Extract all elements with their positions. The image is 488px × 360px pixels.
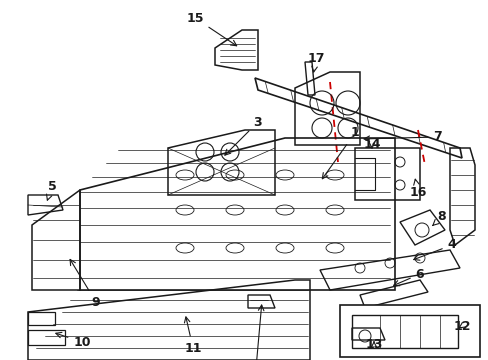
Text: 15: 15 — [186, 12, 236, 46]
Text: 10: 10 — [56, 332, 91, 348]
Text: 8: 8 — [432, 211, 446, 226]
Text: 12: 12 — [452, 320, 470, 333]
Text: 1: 1 — [322, 126, 359, 179]
Text: 13: 13 — [365, 338, 382, 351]
Text: 4: 4 — [413, 238, 455, 260]
Text: 7: 7 — [363, 130, 442, 144]
Text: 11: 11 — [184, 317, 202, 355]
Text: 6: 6 — [393, 267, 424, 286]
Text: 16: 16 — [408, 179, 426, 198]
Text: 5: 5 — [46, 180, 56, 200]
Bar — [339, 305, 479, 357]
Text: 2: 2 — [243, 305, 264, 360]
Text: 14: 14 — [363, 138, 380, 150]
Text: 3: 3 — [224, 116, 262, 155]
Text: 9: 9 — [70, 260, 100, 309]
Text: 17: 17 — [306, 51, 324, 72]
